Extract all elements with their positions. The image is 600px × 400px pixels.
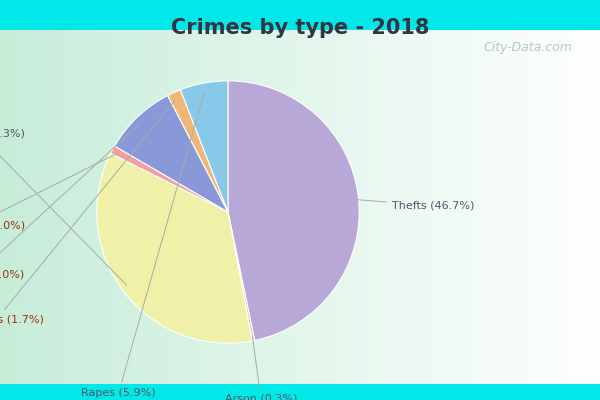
Text: Auto thefts (1.0%): Auto thefts (1.0%) [0,154,116,230]
Text: Burglaries (9.0%): Burglaries (9.0%) [0,124,140,280]
Text: Robberies (1.7%): Robberies (1.7%) [0,100,175,324]
Wedge shape [228,81,359,340]
Wedge shape [97,153,252,343]
Wedge shape [110,146,228,212]
Text: Assaults (35.3%): Assaults (35.3%) [0,128,127,285]
Wedge shape [115,96,228,212]
Wedge shape [228,212,254,341]
Text: City-Data.com: City-Data.com [484,42,572,54]
Wedge shape [181,81,228,212]
Text: Crimes by type - 2018: Crimes by type - 2018 [171,18,429,38]
Text: Arson (0.3%): Arson (0.3%) [224,337,297,400]
Text: Rapes (5.9%): Rapes (5.9%) [81,92,204,398]
Text: Thefts (46.7%): Thefts (46.7%) [355,200,475,211]
Wedge shape [167,90,228,212]
